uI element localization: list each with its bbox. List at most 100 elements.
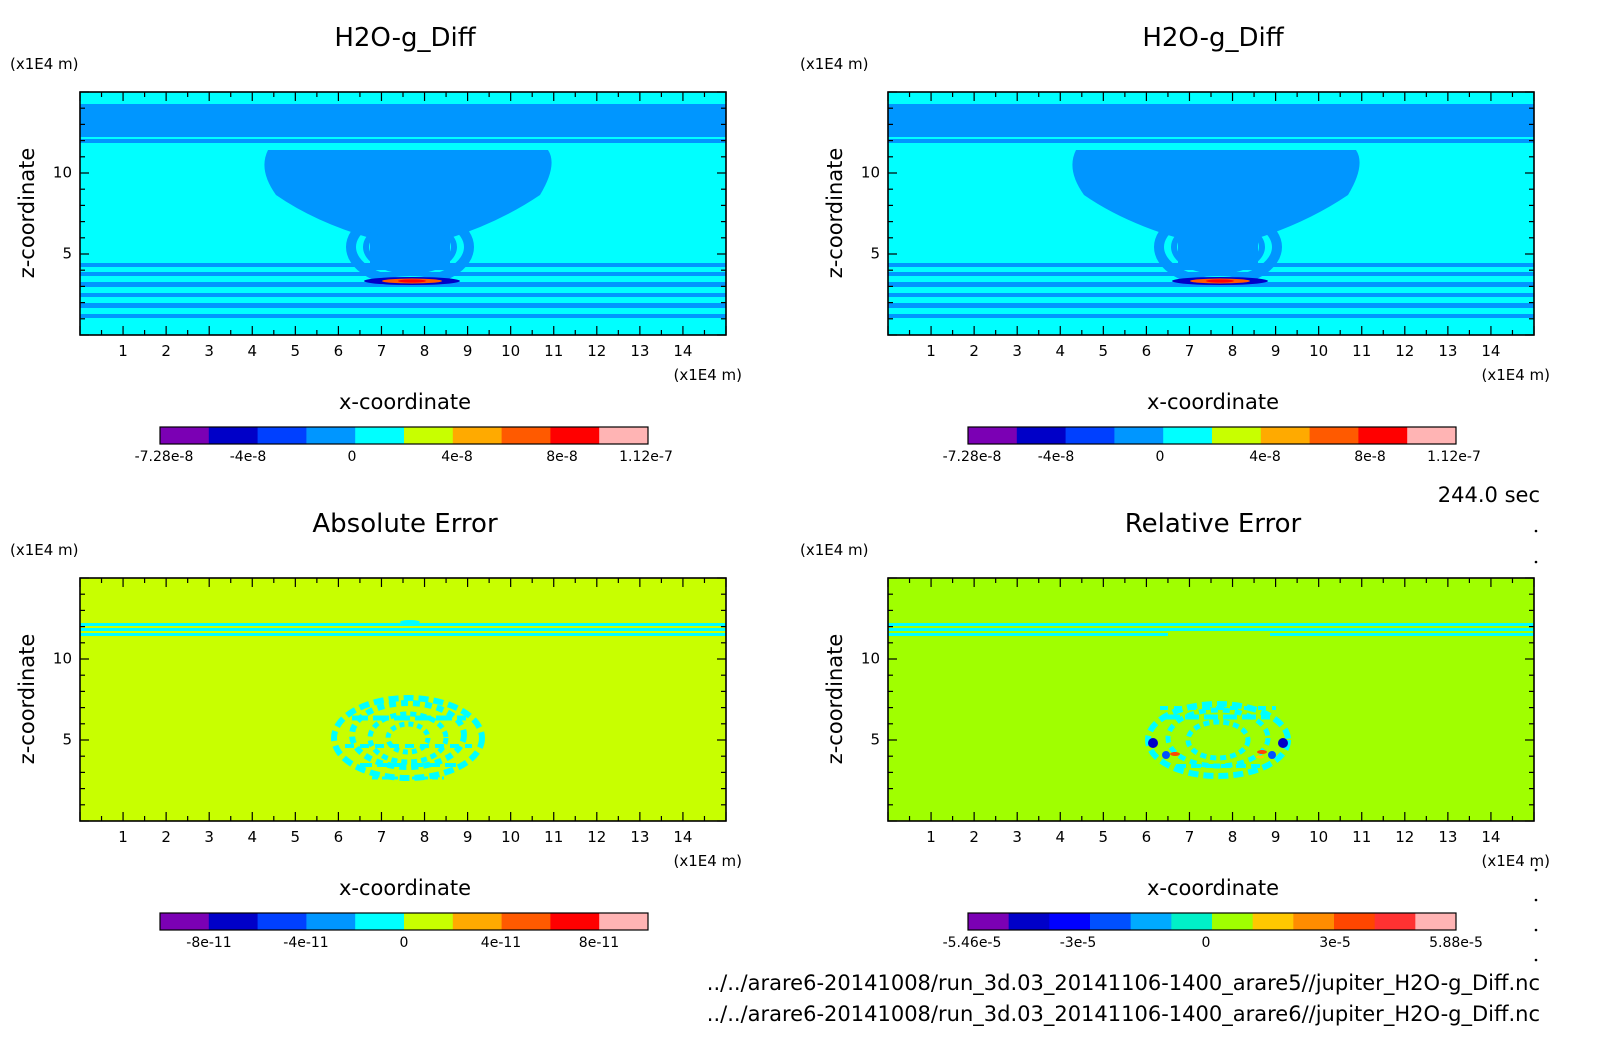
x-tick-label: 11 [1352,342,1371,360]
x-tick-label: 6 [1142,342,1152,360]
colorbar-tick-label: 8e-8 [546,449,577,465]
x-tick-label: 4 [247,342,257,360]
x-tick-label: 3 [204,828,214,846]
panel-1: H2O-g_Diff (x1E4 m) 1 2 [10,23,742,465]
x-tick-label: 12 [587,342,606,360]
tick-marks [79,91,727,336]
contour-ring [1185,719,1251,761]
colorbar-tick-label: -8e-11 [186,935,231,951]
contour-ring [367,711,449,765]
colorbar-tick-label: 4e-8 [1249,449,1280,465]
colorbar-swatch [1358,427,1408,444]
contour-dot-red [1170,752,1180,756]
x-tick-label: 14 [1481,342,1500,360]
x-tick-labels: 1 2 3 4 5 6 7 8 9 10 11 12 13 14 [926,342,1500,360]
x-tick-label: 9 [463,342,473,360]
z-tick-labels: 5 10 [861,164,880,263]
colorbar-tick-label: 5.88e-5 [1429,935,1483,951]
panel-title: Relative Error [1125,509,1302,539]
colorbar-swatch [1130,913,1172,930]
colorbar-swatch [968,427,1018,444]
x-tick-label: 4 [1055,342,1065,360]
panel-title: Absolute Error [312,509,498,539]
x-tick-labels: 1 2 3 4 5 6 7 8 9 10 11 12 13 14 [118,828,692,846]
x-tick-label: 7 [377,342,387,360]
z-tick-labels: 5 10 [861,650,880,749]
contour-band [888,314,1534,318]
z-tick-labels: 5 10 [53,650,72,749]
z-axis-label: z-coordinate [823,634,847,765]
colorbar-frame [159,426,649,445]
x-tick-label: 11 [1352,828,1371,846]
colorbar-frame [159,912,649,931]
tick-marks [79,577,727,822]
x-tick-label: 7 [377,828,387,846]
x-tick-label: 2 [161,342,171,360]
contour-band [888,272,1534,276]
x-tick-label: 5 [1099,342,1109,360]
z-axis-label: z-coordinate [823,148,847,279]
colorbar-tick-label: -3e-5 [1060,935,1097,951]
contour-dot-blue [1278,738,1288,748]
plot-background [888,578,1534,821]
colorbar-swatch [550,913,600,930]
contour-band [80,633,726,636]
contour-peak-core [1206,279,1234,283]
colorbar-swatch [968,913,1010,930]
panel-title: H2O-g_Diff [334,23,476,53]
contour-field [80,620,726,781]
dot [1534,958,1538,962]
contour-bowl [1072,150,1360,238]
x-axis-label: x-coordinate [1147,390,1279,414]
x-tick-label: 7 [1185,342,1195,360]
colorbar-swatch [404,913,454,930]
colorbar-swatch [306,913,356,930]
z-tick-label: 10 [53,164,72,182]
colorbar [159,912,649,931]
contour-band-top [80,104,726,137]
x-tick-label: 1 [118,342,128,360]
x-tick-label: 1 [118,828,128,846]
colorbar-swatch [501,913,551,930]
colorbar-swatch [355,427,405,444]
x-tick-label: 6 [334,828,344,846]
colorbar-swatch [1374,913,1416,930]
contour-blob [331,695,485,781]
z-tick-label: 10 [53,650,72,668]
x-tick-label: 5 [291,342,301,360]
colorbar-swatch [208,427,259,444]
x-tick-label: 8 [420,828,430,846]
contour-band [1270,633,1534,636]
colorbar-swatch [452,913,503,930]
colorbar-tick-label: -4e-8 [1038,449,1075,465]
x-tick-label: 14 [673,342,692,360]
dot [1534,928,1538,932]
x-tick-labels: 1 2 3 4 5 6 7 8 9 10 11 12 13 14 [118,342,692,360]
colorbar-swatch [1171,913,1213,930]
dot-column [1534,529,1538,962]
x-tick-label: 5 [291,828,301,846]
x-tick-label: 10 [501,828,520,846]
colorbar-tick-label: 1.12e-7 [1427,449,1481,465]
contour-ring-inner [1171,220,1265,274]
contour-band [888,623,1534,626]
contour-band [888,293,1534,297]
contour-band [888,633,1168,636]
contour-band [888,263,1534,267]
panel-3: Absolute Error (x1E4 m) 1 2 3 [10,509,742,951]
dot [1534,868,1538,872]
colorbar-tick-label: 0 [1156,449,1165,465]
contour-band [80,628,726,631]
x-tick-label: 10 [501,342,520,360]
contour-blob [1145,701,1291,779]
x-tick-label: 12 [1395,342,1414,360]
plot-background [80,578,726,821]
time-label: 244.0 sec [1438,483,1540,507]
panel-4: Relative Error (x1E4 m) [800,509,1550,951]
x-tick-label: 8 [420,342,430,360]
colorbar-swatch [1016,427,1067,444]
contour-ring-inner [363,220,457,274]
x-unit-label: (x1E4 m) [673,852,742,870]
x-tick-label: 13 [1438,342,1457,360]
